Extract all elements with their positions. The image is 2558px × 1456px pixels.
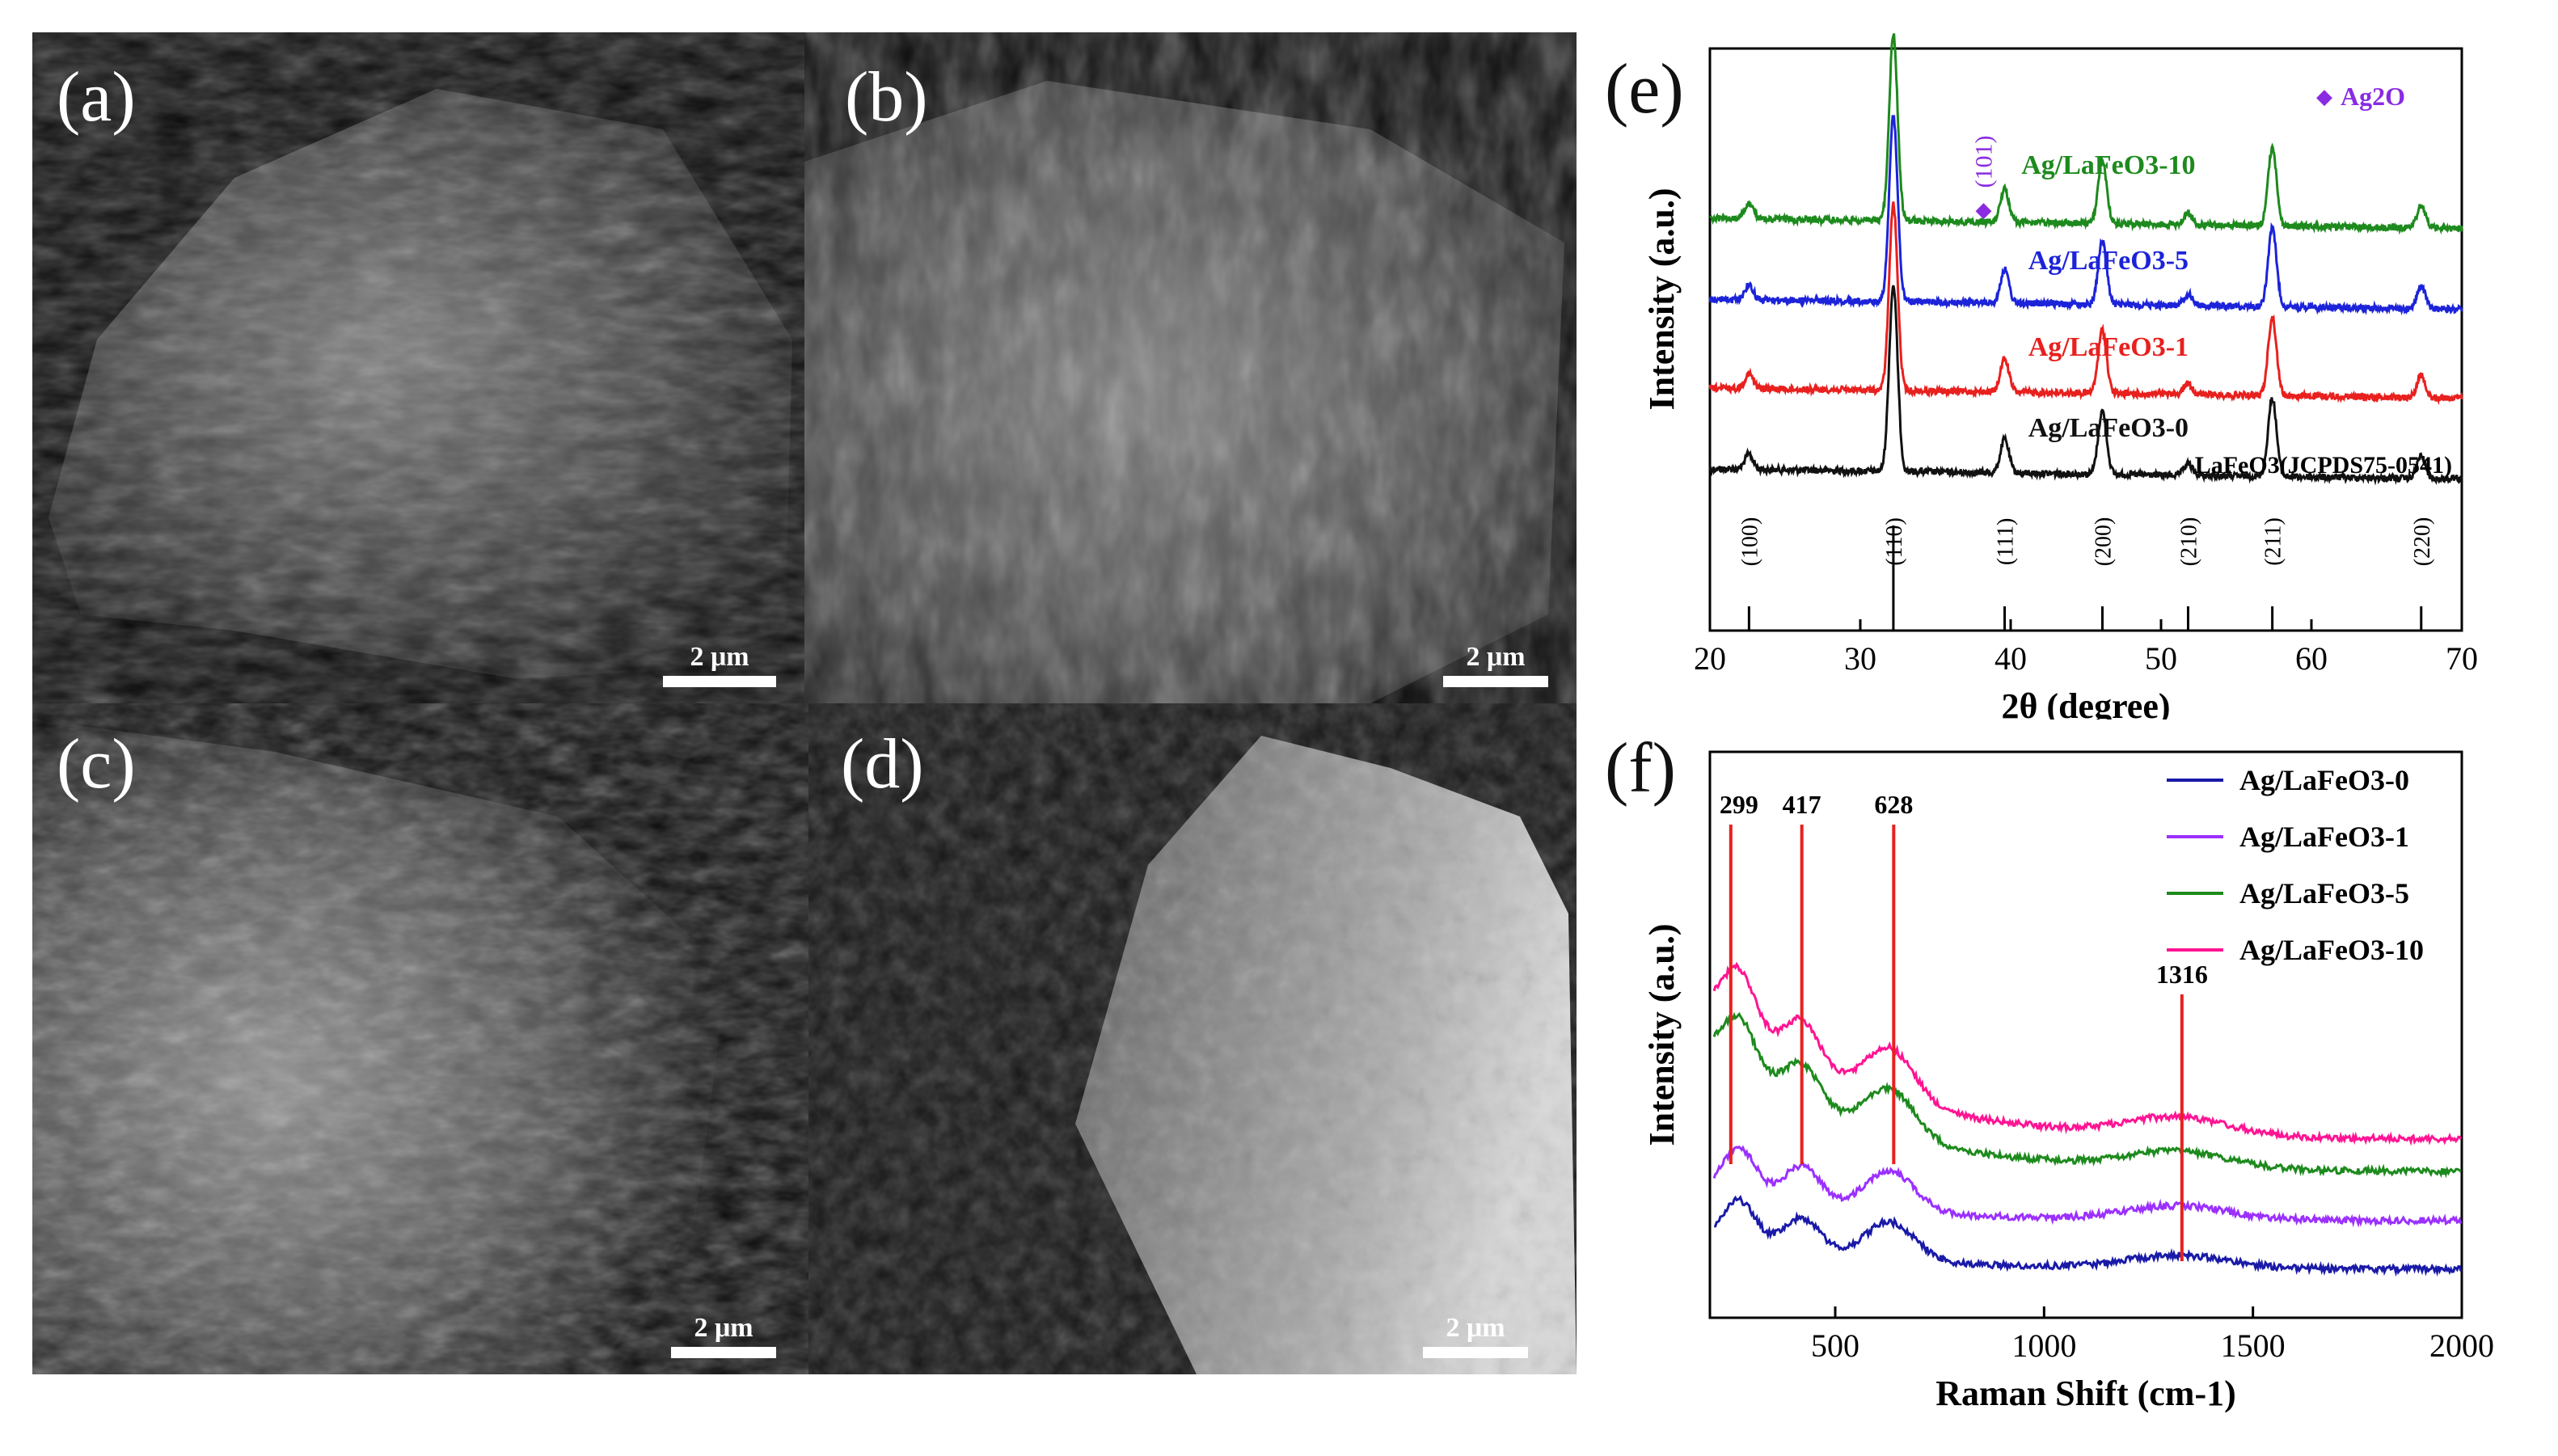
peak-marker-label: 1316	[2156, 960, 2208, 989]
series-label-0: Ag/LaFeO3-0	[2028, 413, 2189, 443]
xrd-chart: 20 30 40 50 60 70 2θ (degree) Intensity (a.u.) A…	[1642, 33, 2478, 720]
legend-label-1: Ag/LaFeO3-1	[2239, 821, 2409, 853]
ag2o-marker: ◆	[1976, 198, 1992, 222]
series-line-0	[1708, 285, 2463, 486]
x-tick-label: 500	[1811, 1327, 1859, 1364]
scale-bar-label: 2 μm	[1466, 642, 1526, 672]
sem-image-a: (a) 2 μm	[32, 32, 804, 703]
x-tick-label: 2000	[2429, 1327, 2494, 1364]
panel-letter-d: (d)	[841, 725, 924, 804]
x-tick-label: 30	[1844, 640, 1876, 677]
sem-texture-c	[32, 703, 808, 1374]
series-line-3	[1712, 961, 2463, 1146]
scale-bar-b: 2 μm	[1443, 622, 1548, 687]
hkl-label: (200)	[2091, 517, 2116, 567]
series-line-1	[1708, 201, 2463, 406]
hkl-label: (100)	[1737, 517, 1762, 567]
x-tick-label: 1500	[2221, 1327, 2286, 1364]
series-label-1: Ag/LaFeO3-1	[2028, 332, 2189, 362]
scale-bar-d: 2 μm	[1423, 1294, 1528, 1358]
peak-marker-label: 628	[1874, 790, 1913, 819]
scale-bar-a: 2 μm	[663, 622, 776, 687]
scale-bar-label: 2 μm	[1446, 1313, 1505, 1343]
panel-letter-e: (e)	[1605, 50, 1684, 129]
series-line-2	[1712, 1011, 2462, 1179]
series-label-3: Ag/LaFeO3-10	[2021, 150, 2195, 180]
y-axis-label: Intensity (a.u.)	[1642, 188, 1682, 410]
panel-letter-b: (b)	[845, 58, 928, 137]
panel-letter-c: (c)	[57, 725, 136, 804]
hkl-label: (211)	[2261, 517, 2286, 566]
peak-marker-label: 417	[1783, 790, 1821, 819]
hkl-label: (210)	[2176, 517, 2201, 567]
series-line-3	[1709, 33, 2463, 235]
reference-label: LaFeO3(JCPDS75-0541)	[2195, 452, 2452, 479]
hkl-label: (110)	[1882, 517, 1907, 566]
plot-frame	[1708, 750, 2463, 1319]
panel-letter-f: (f)	[1605, 729, 1676, 808]
scale-bar-label: 2 μm	[694, 1313, 753, 1343]
hkl-label: (111)	[1994, 518, 2019, 566]
sem-texture-a	[32, 32, 804, 703]
scale-bar-c: 2 μm	[671, 1294, 776, 1358]
series-line-0	[1714, 1194, 2463, 1277]
x-tick-label: 50	[2145, 640, 2177, 677]
legend-marker: ◆	[2316, 85, 2332, 108]
sem-texture-b	[804, 32, 1577, 703]
series-line-2	[1708, 115, 2463, 316]
series-line-1	[1712, 1145, 2463, 1228]
x-tick-label: 20	[1694, 640, 1726, 677]
y-axis-label: Intensity (a.u.)	[1642, 923, 1682, 1146]
x-tick-label: 1000	[2011, 1327, 2076, 1364]
sem-texture-d	[808, 703, 1577, 1374]
x-axis-label: Raman Shift (cm-1)	[1935, 1374, 2236, 1413]
series-label-2: Ag/LaFeO3-5	[2028, 246, 2189, 276]
legend-label-3: Ag/LaFeO3-10	[2239, 934, 2424, 966]
legend-label-0: Ag/LaFeO3-0	[2239, 764, 2409, 796]
sem-image-d: (d) 2 μm	[808, 703, 1577, 1374]
raman-chart: 500 1000 1500 2000 Raman Shift (cm-1) Intensi…	[1642, 750, 2494, 1413]
x-tick-label: 70	[2446, 640, 2478, 677]
legend-label: Ag2O	[2341, 82, 2405, 111]
x-tick-label: 40	[1994, 640, 2027, 677]
sem-image-b: (b) 2 μm	[804, 32, 1577, 703]
ag2o-hkl-label: (101)	[1971, 136, 1998, 188]
peak-marker-label: 299	[1720, 790, 1758, 819]
x-axis-label: 2θ (degree)	[2001, 686, 2170, 720]
hkl-label: (220)	[2410, 517, 2435, 567]
plot-frame	[1708, 47, 2463, 632]
legend-label-2: Ag/LaFeO3-5	[2239, 877, 2409, 909]
panel-letter-a: (a)	[57, 58, 136, 137]
sem-image-c: (c) 2 μm	[32, 703, 808, 1374]
scale-bar-label: 2 μm	[690, 642, 749, 672]
x-tick-label: 60	[2295, 640, 2328, 677]
